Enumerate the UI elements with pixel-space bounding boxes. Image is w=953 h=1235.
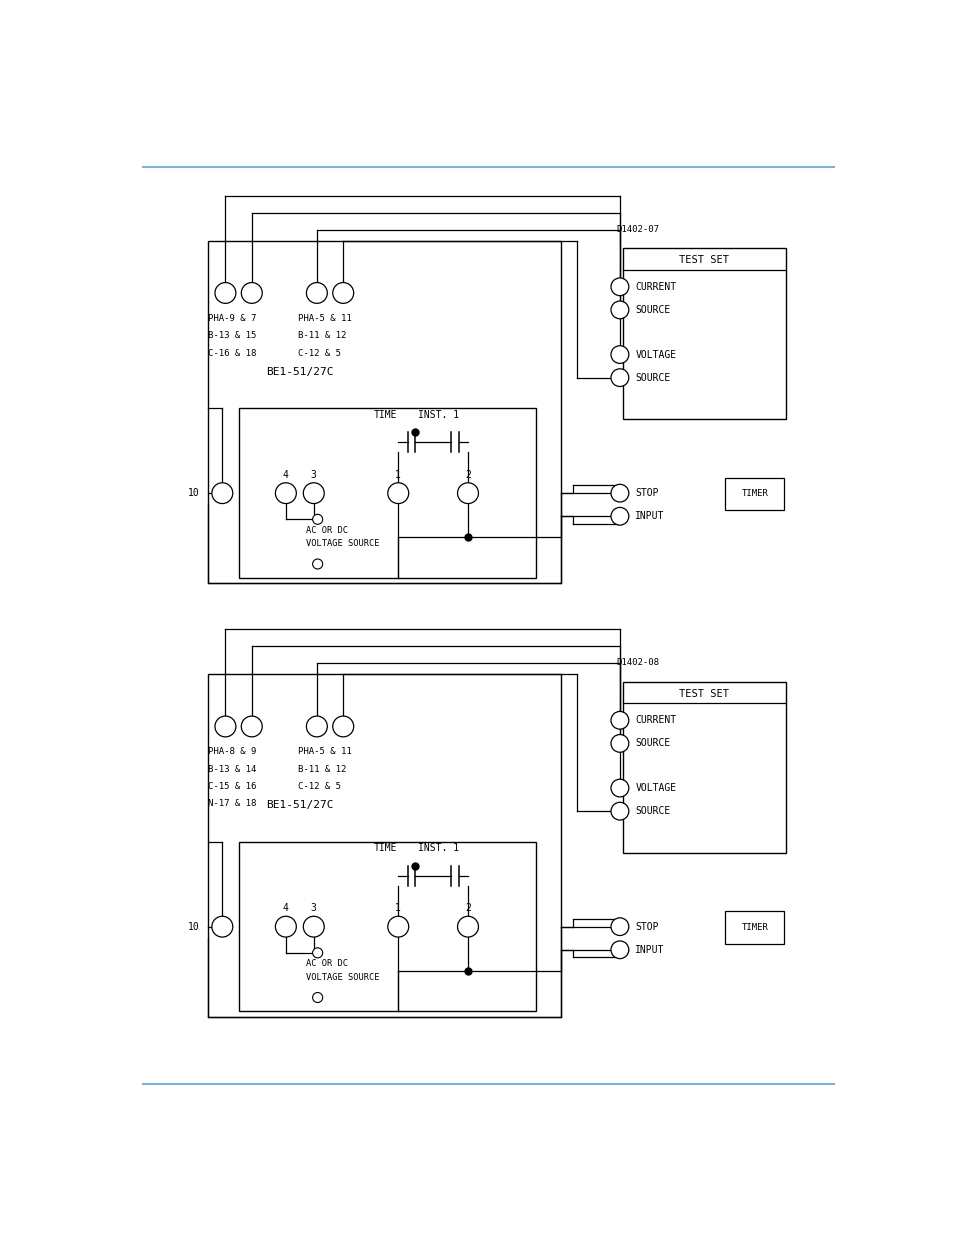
Text: PHA-5 & 11: PHA-5 & 11 <box>298 747 352 756</box>
Text: B-11 & 12: B-11 & 12 <box>298 331 346 340</box>
Text: AC OR DC: AC OR DC <box>306 526 348 535</box>
Bar <box>239 409 536 578</box>
Text: SOURCE: SOURCE <box>635 373 670 383</box>
Text: PHA-5 & 11: PHA-5 & 11 <box>298 314 352 322</box>
Text: VOLTAGE: VOLTAGE <box>635 350 676 359</box>
Text: PHA-8 & 9: PHA-8 & 9 <box>208 747 256 756</box>
Text: 4: 4 <box>283 469 289 479</box>
Text: CURRENT: CURRENT <box>635 282 676 291</box>
Text: INPUT: INPUT <box>635 945 664 955</box>
Text: B-13 & 15: B-13 & 15 <box>208 331 256 340</box>
Circle shape <box>610 484 628 501</box>
Circle shape <box>610 711 628 729</box>
Text: 2: 2 <box>464 469 471 479</box>
Circle shape <box>303 916 324 937</box>
Circle shape <box>241 283 262 304</box>
Bar <box>239 842 536 1011</box>
Circle shape <box>610 779 628 797</box>
Text: 10: 10 <box>188 488 200 498</box>
Circle shape <box>610 369 628 387</box>
Text: TIMER: TIMER <box>740 923 767 932</box>
Text: TIMER: TIMER <box>740 489 767 499</box>
Bar <box>208 674 560 1016</box>
Circle shape <box>387 916 408 937</box>
Circle shape <box>313 947 322 958</box>
Text: CURRENT: CURRENT <box>635 715 676 725</box>
Text: 2: 2 <box>464 903 471 913</box>
Text: 3: 3 <box>311 903 316 913</box>
Circle shape <box>610 735 628 752</box>
Text: BE1-51/27C: BE1-51/27C <box>266 367 334 377</box>
Text: AC OR DC: AC OR DC <box>306 960 348 968</box>
Circle shape <box>610 941 628 958</box>
Circle shape <box>457 916 478 937</box>
Text: TEST SET: TEST SET <box>679 256 729 266</box>
Circle shape <box>306 283 327 304</box>
Text: VOLTAGE SOURCE: VOLTAGE SOURCE <box>306 973 379 982</box>
Text: 1: 1 <box>395 903 401 913</box>
Text: INST. 1: INST. 1 <box>417 410 458 420</box>
Text: INST. 1: INST. 1 <box>417 844 458 853</box>
Text: VOLTAGE: VOLTAGE <box>635 783 676 793</box>
Text: TIME: TIME <box>373 410 396 420</box>
Circle shape <box>333 283 354 304</box>
Circle shape <box>610 803 628 820</box>
Circle shape <box>313 514 322 525</box>
Circle shape <box>313 559 322 569</box>
Text: PHA-9 & 7: PHA-9 & 7 <box>208 314 256 322</box>
Text: SOURCE: SOURCE <box>635 806 670 816</box>
Text: TEST SET: TEST SET <box>679 689 729 699</box>
Text: BE1-51/27C: BE1-51/27C <box>266 800 334 810</box>
Text: 4: 4 <box>283 903 289 913</box>
Circle shape <box>275 483 296 504</box>
Text: 3: 3 <box>311 469 316 479</box>
Circle shape <box>306 716 327 737</box>
Text: 1: 1 <box>395 469 401 479</box>
Circle shape <box>212 916 233 937</box>
Circle shape <box>214 283 235 304</box>
Circle shape <box>313 993 322 1003</box>
Circle shape <box>610 918 628 936</box>
Circle shape <box>457 483 478 504</box>
Text: SOURCE: SOURCE <box>635 305 670 315</box>
Text: C-12 & 5: C-12 & 5 <box>298 348 341 357</box>
Bar <box>724 911 783 944</box>
Text: C-15 & 16: C-15 & 16 <box>208 782 256 792</box>
Text: VOLTAGE SOURCE: VOLTAGE SOURCE <box>306 540 379 548</box>
Text: TIME: TIME <box>373 844 396 853</box>
Circle shape <box>610 278 628 295</box>
Circle shape <box>241 716 262 737</box>
Circle shape <box>387 483 408 504</box>
Text: D1402-08: D1402-08 <box>617 658 659 667</box>
Text: B-11 & 12: B-11 & 12 <box>298 764 346 773</box>
Text: STOP: STOP <box>635 921 659 931</box>
Text: N-17 & 18: N-17 & 18 <box>208 799 256 809</box>
Circle shape <box>212 483 233 504</box>
Circle shape <box>275 916 296 937</box>
Circle shape <box>214 716 235 737</box>
Circle shape <box>610 508 628 525</box>
Bar <box>724 478 783 510</box>
Bar <box>622 248 785 419</box>
Circle shape <box>610 301 628 319</box>
Bar <box>622 682 785 852</box>
Text: C-16 & 18: C-16 & 18 <box>208 348 256 357</box>
Text: D1402-07: D1402-07 <box>617 225 659 233</box>
Text: B-13 & 14: B-13 & 14 <box>208 764 256 773</box>
Text: C-12 & 5: C-12 & 5 <box>298 782 341 792</box>
Bar <box>208 241 560 583</box>
Circle shape <box>333 716 354 737</box>
Circle shape <box>610 346 628 363</box>
Text: SOURCE: SOURCE <box>635 739 670 748</box>
Text: INPUT: INPUT <box>635 511 664 521</box>
Circle shape <box>303 483 324 504</box>
Text: 10: 10 <box>188 921 200 931</box>
Text: STOP: STOP <box>635 488 659 498</box>
